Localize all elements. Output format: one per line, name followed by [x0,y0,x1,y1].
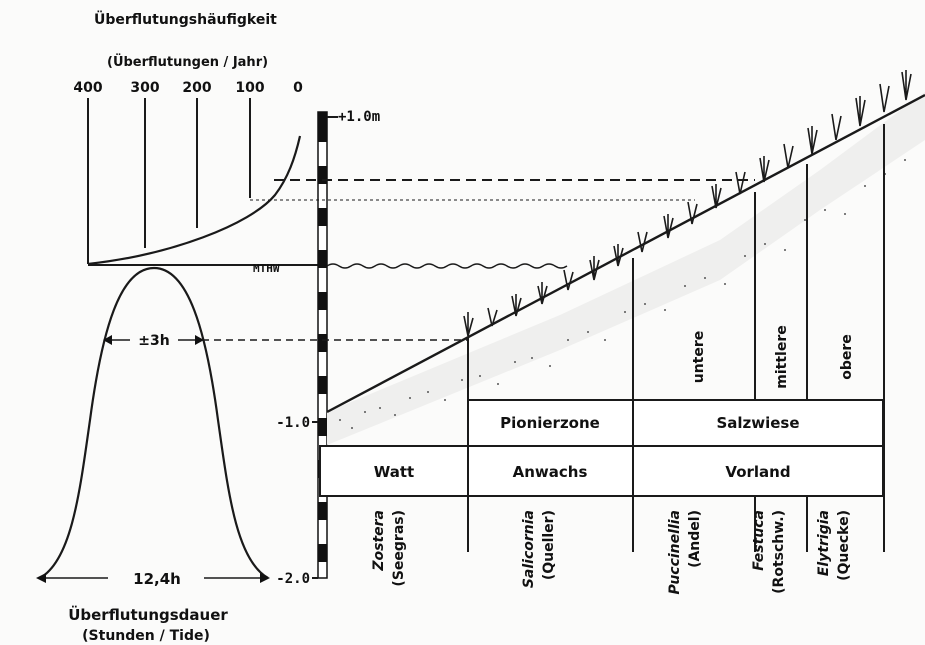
frequency-curve [87,135,302,266]
species-labels: Zostera (Seegras) Salicornia (Queller) P… [371,510,852,594]
frequency-grid-lines [87,98,251,264]
full-duration-label: 12,4h [133,570,181,588]
duration-unit: (Stunden / Tide) [82,628,210,644]
mthw-label: MTHW [253,262,280,275]
zone-label-vorland: Vorland [725,463,790,481]
zone-box-pionierzone [467,399,634,447]
subzone-mittlere: mittlere [774,325,790,388]
duration-title: Überflutungsdauer [68,605,228,624]
frequency-title: Überflutungshäufigkeit [94,10,277,28]
zone-label-watt: Watt [374,463,414,481]
species-elytrigia-genus: Elytrigia [816,510,832,576]
zone-box-anwachs [467,445,634,497]
species-salicornia-genus: Salicornia [521,510,537,588]
zone-label-anwachs: Anwachs [513,463,588,481]
species-festuca-genus: Festuca [751,510,767,571]
species-festuca-common: (Rotschw.) [771,510,787,594]
arrowhead-right-icon [195,335,204,345]
zone-label-pionierzone: Pionierzone [500,414,600,432]
zone-box-vorland [632,445,884,497]
water-surface-line [326,263,568,269]
scale-minus1-label: -1.0 [276,415,310,431]
shore-slope-line [326,93,925,414]
arrowhead-left-icon [36,573,46,583]
scale-top-label: +1.0m [338,109,380,125]
subzone-untere: untere [691,331,707,384]
frequency-axis-ticks: 400 300 200 100 0 [73,80,303,96]
vegetation-plants [463,70,912,337]
species-puccinellia-genus: Puccinellia [667,510,683,594]
frequency-unit: (Überflutungen / Jahr) [107,54,268,70]
species-puccinellia-common: (Andel) [687,510,703,568]
scale-minus2-label: -2.0 [276,571,310,587]
tick-200: 200 [182,80,211,96]
half-duration-label: ±3h [138,333,169,349]
duration-curve [39,266,269,579]
species-zostera-genus: Zostera [371,510,387,572]
species-salicornia-common: (Queller) [541,510,557,580]
zone-box-watt [319,445,469,497]
subzone-obere: obere [839,334,855,380]
sediment-fill [327,92,925,445]
species-elytrigia-common: (Quecke) [836,510,852,581]
zone-box-salzwiese [632,399,884,447]
zone-label-salzwiese: Salzwiese [716,414,799,432]
tick-100: 100 [235,80,264,96]
arrowhead-left-icon [103,335,112,345]
arrowhead-right-icon [260,573,270,583]
tick-300: 300 [130,80,159,96]
tick-0: 0 [293,80,303,96]
height-scale-bar [317,111,328,579]
species-zostera-common: (Seegras) [391,510,407,587]
tick-400: 400 [73,80,102,96]
